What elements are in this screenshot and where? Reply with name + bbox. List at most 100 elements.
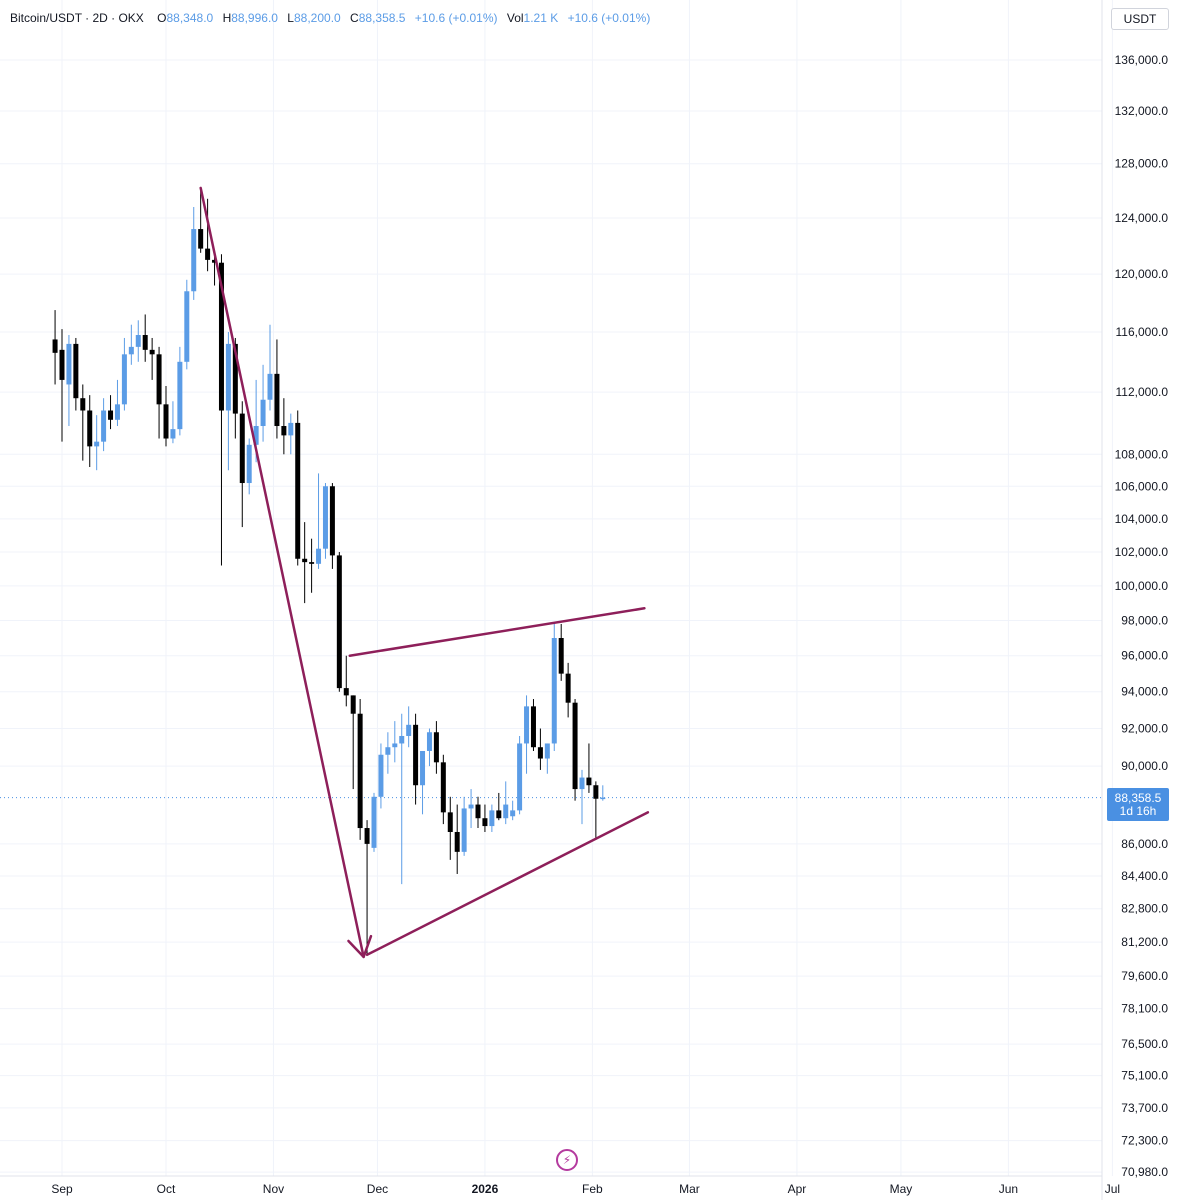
candle-body xyxy=(149,349,155,355)
time-axis[interactable]: Sep Oct Nov Dec 2026 Feb Mar Apr May Jun Jul xyxy=(0,1175,1120,1196)
candle xyxy=(329,483,335,569)
candle-body xyxy=(475,804,481,819)
candle xyxy=(413,713,419,805)
vol-label: Vol xyxy=(506,11,524,25)
price-tick-label: 102,000.0 xyxy=(1115,545,1169,559)
candle-body xyxy=(572,702,578,790)
candle-body xyxy=(364,828,370,844)
candle xyxy=(447,796,453,860)
candle-body xyxy=(579,777,585,790)
price-tick-label: 104,000.0 xyxy=(1115,512,1169,526)
price-tick-label: 79,600.0 xyxy=(1121,969,1168,983)
candle-body xyxy=(205,248,211,260)
price-tick-label: 112,000.0 xyxy=(1116,385,1169,399)
candle xyxy=(108,395,114,430)
close-label: C xyxy=(350,11,359,25)
candle xyxy=(135,320,141,362)
candle xyxy=(378,743,384,809)
drawing-layer[interactable] xyxy=(199,186,650,959)
price-tick-label: 120,000.0 xyxy=(1115,267,1169,281)
candle-body xyxy=(94,441,100,447)
candle-body xyxy=(239,413,245,484)
candle-body xyxy=(336,555,342,689)
candle-body xyxy=(399,735,405,744)
time-tick-label: Jul xyxy=(1105,1182,1120,1196)
candle xyxy=(461,796,467,856)
time-tick-label: May xyxy=(890,1182,913,1196)
candle xyxy=(59,329,65,442)
candle xyxy=(579,769,585,825)
symbol-title[interactable]: Bitcoin/USDT · 2D · OKX xyxy=(10,11,144,25)
lightning-bolt-icon[interactable]: ⚡ xyxy=(556,1149,578,1171)
candle-body xyxy=(198,229,204,249)
candle-body xyxy=(177,361,183,430)
candle-body xyxy=(170,429,176,439)
candle xyxy=(184,279,190,370)
candle xyxy=(295,410,301,566)
low-value: 88,200.0 xyxy=(293,11,341,25)
price-tick-label: 132,000.0 xyxy=(1115,104,1169,118)
candle xyxy=(205,198,211,272)
candle-body xyxy=(101,410,107,442)
candle-body xyxy=(309,562,315,564)
trendline-drawing-line[interactable] xyxy=(365,811,650,957)
price-tick-label: 84,400.0 xyxy=(1121,869,1168,883)
candle xyxy=(336,552,342,692)
candle xyxy=(350,695,356,790)
price-tick-label: 116,000.0 xyxy=(1116,325,1169,339)
candle-body xyxy=(420,750,426,786)
candle-body xyxy=(232,343,238,414)
down-arrow-drawing[interactable] xyxy=(199,186,373,959)
down-arrow-drawing-line[interactable] xyxy=(199,186,365,959)
candle-countdown: 1d 16h xyxy=(1119,803,1157,818)
last-price-tag: 88,358.5 1d 16h xyxy=(1107,788,1169,821)
candle xyxy=(246,438,252,495)
trendline-drawing[interactable] xyxy=(365,811,650,957)
candle xyxy=(371,792,377,852)
candle-body xyxy=(558,638,564,674)
time-tick-label: Mar xyxy=(679,1182,700,1196)
candle-body xyxy=(565,673,571,703)
price-tick-label: 72,300.0 xyxy=(1121,1134,1168,1148)
time-tick-label: Nov xyxy=(263,1182,284,1196)
price-tick-label: 124,000.0 xyxy=(1115,211,1169,225)
candle-body xyxy=(73,343,79,399)
candle-body xyxy=(537,747,543,759)
candle xyxy=(142,314,148,362)
candle xyxy=(399,713,405,885)
candle xyxy=(170,401,176,444)
candle-body xyxy=(87,410,93,447)
arrow-head[interactable] xyxy=(347,934,373,959)
candle-body xyxy=(503,804,509,819)
currency-button[interactable]: USDT xyxy=(1111,8,1169,30)
time-tick-label: Dec xyxy=(367,1182,388,1196)
candle xyxy=(225,332,231,471)
price-axis[interactable]: 136,000.0 132,000.0 128,000.0 124,000.0 120,… xyxy=(1101,0,1169,1200)
candle xyxy=(524,695,530,774)
candle-body xyxy=(406,724,412,736)
price-tick-label: 106,000.0 xyxy=(1115,479,1169,493)
high-value: 88,996.0 xyxy=(231,11,278,25)
price-tick-label: 92,000.0 xyxy=(1121,722,1168,736)
legend-header: Bitcoin/USDT · 2D · OKX O88,348.0 H88,99… xyxy=(10,11,656,25)
candle-body xyxy=(80,398,86,411)
candle-body xyxy=(530,706,536,748)
candle-body xyxy=(357,713,363,829)
candle xyxy=(149,337,155,380)
time-tick-label: Apr xyxy=(788,1182,807,1196)
candle xyxy=(322,483,328,559)
candle-body xyxy=(371,796,377,848)
candle xyxy=(309,538,315,593)
candle xyxy=(517,735,523,815)
candle xyxy=(572,699,578,801)
price-tick-label: 75,100.0 xyxy=(1121,1069,1168,1083)
trendline-drawing[interactable] xyxy=(348,607,646,657)
trendline-drawing-line[interactable] xyxy=(348,607,646,657)
candle-body xyxy=(517,743,523,811)
price-tick-label: 78,100.0 xyxy=(1121,1002,1168,1016)
candle-body xyxy=(392,743,398,748)
open-label: O xyxy=(157,11,167,25)
candle-body xyxy=(295,422,301,559)
price-tick-label: 94,000.0 xyxy=(1121,685,1168,699)
